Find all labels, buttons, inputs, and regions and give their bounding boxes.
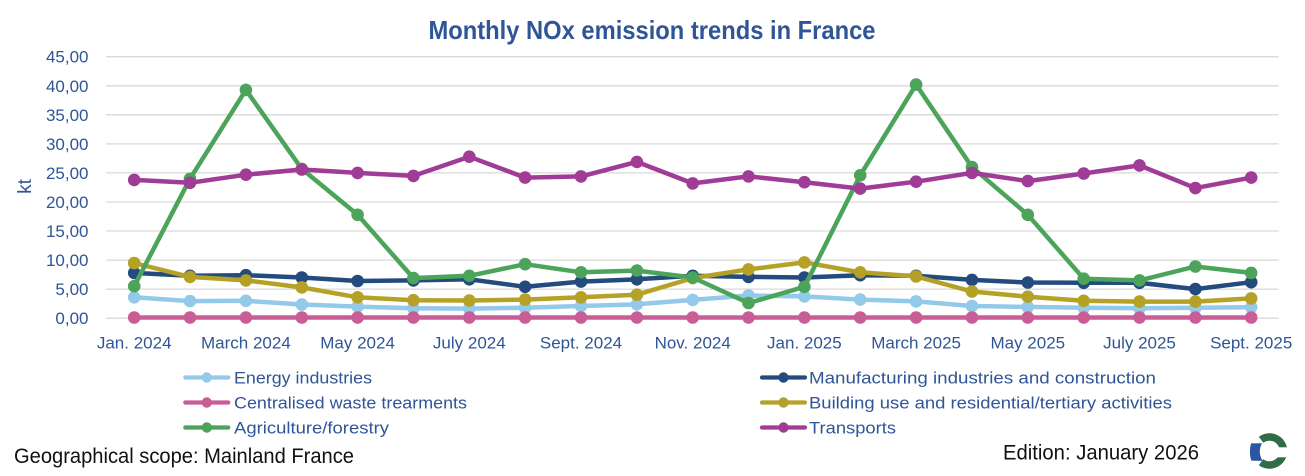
svg-text:Sept. 2024: Sept. 2024 (540, 334, 622, 353)
svg-text:10,00: 10,00 (46, 251, 89, 270)
svg-text:May 2025: May 2025 (990, 334, 1065, 353)
svg-text:Edition: January 2026: Edition: January 2026 (1003, 442, 1199, 465)
svg-text:0,00: 0,00 (55, 309, 88, 328)
svg-text:July 2025: July 2025 (1103, 334, 1176, 353)
svg-text:May 2024: May 2024 (320, 334, 395, 353)
svg-text:15,00: 15,00 (46, 222, 89, 241)
svg-text:March 2025: March 2025 (871, 334, 961, 353)
svg-text:Energy industries: Energy industries (234, 369, 372, 388)
svg-text:30,00: 30,00 (46, 135, 89, 154)
svg-text:Centralised waste trearments: Centralised waste trearments (234, 394, 467, 413)
svg-text:Nov. 2024: Nov. 2024 (655, 334, 731, 353)
svg-text:Manufacturing industries and c: Manufacturing industries and constructio… (809, 369, 1156, 388)
svg-text:20,00: 20,00 (46, 193, 89, 212)
svg-text:July 2024: July 2024 (433, 334, 506, 353)
svg-text:kt: kt (15, 178, 36, 194)
svg-text:Monthly NOx emission trends in: Monthly NOx emission trends in France (429, 15, 876, 45)
svg-text:Agriculture/forestry: Agriculture/forestry (234, 419, 390, 438)
svg-text:40,00: 40,00 (46, 77, 89, 96)
svg-text:Jan. 2024: Jan. 2024 (97, 334, 172, 353)
svg-text:Sept. 2025: Sept. 2025 (1210, 334, 1292, 353)
svg-text:45,00: 45,00 (46, 48, 89, 67)
svg-text:March 2024: March 2024 (201, 334, 291, 353)
svg-text:Geographical scope: Mainland F: Geographical scope: Mainland France (14, 445, 354, 468)
svg-text:Jan. 2025: Jan. 2025 (767, 334, 842, 353)
svg-text:Building use and residential/t: Building use and residential/tertiary ac… (809, 394, 1172, 413)
svg-text:35,00: 35,00 (46, 106, 89, 125)
svg-text:25,00: 25,00 (46, 164, 89, 183)
svg-text:Transports: Transports (809, 419, 896, 438)
svg-text:5,00: 5,00 (55, 280, 88, 299)
